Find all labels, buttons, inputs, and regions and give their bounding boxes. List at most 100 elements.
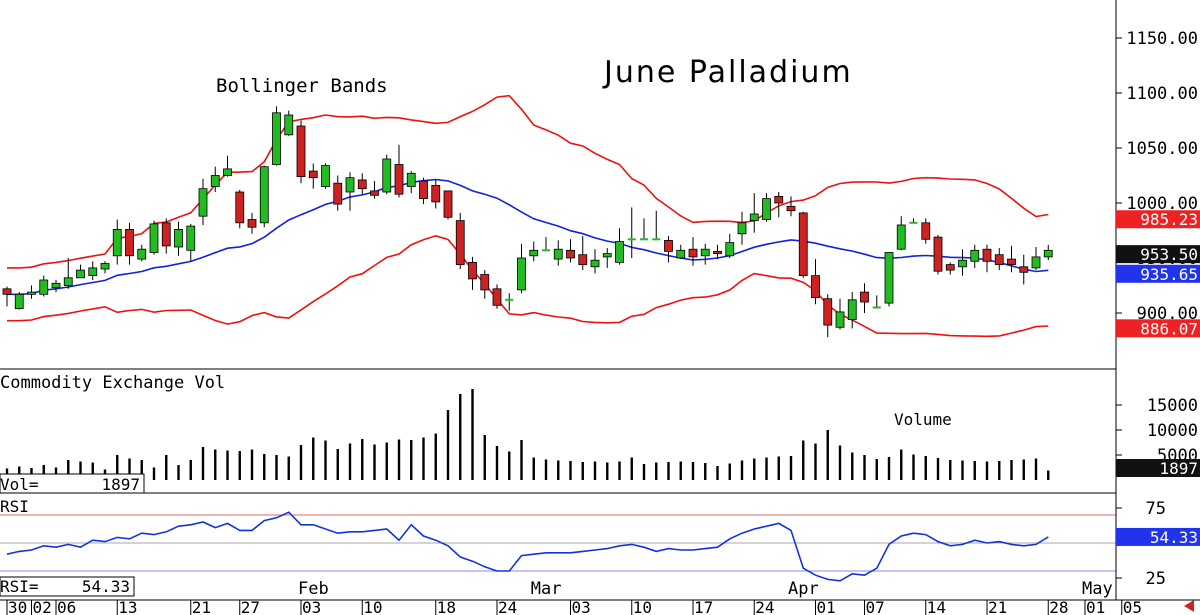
- candle-body: [419, 180, 428, 200]
- candle: [602, 248, 612, 268]
- date-tick-label: 17: [694, 598, 713, 615]
- candle-body: [345, 177, 355, 193]
- candle: [321, 163, 330, 189]
- candle: [186, 223, 196, 262]
- lower-band-tag-text: 886.07: [1140, 319, 1198, 338]
- candle: [798, 211, 808, 278]
- candle: [1019, 254, 1029, 285]
- candle-body: [896, 224, 906, 250]
- candle: [492, 284, 502, 309]
- month-label: Mar: [531, 579, 562, 599]
- candle: [333, 175, 343, 211]
- candle-body: [994, 254, 1004, 265]
- candle: [884, 252, 894, 307]
- candle-body: [100, 263, 110, 270]
- candle-body: [161, 222, 171, 247]
- candle: [835, 298, 845, 330]
- candle: [982, 244, 992, 273]
- candle-body: [798, 212, 808, 276]
- candle-body: [933, 236, 943, 272]
- candle-body: [847, 299, 857, 320]
- candle: [1043, 244, 1053, 261]
- price-tick-label: 1100.00: [1126, 84, 1198, 104]
- candle-body: [982, 248, 992, 262]
- candle: [921, 218, 931, 244]
- candle-body: [492, 288, 502, 306]
- candle: [27, 285, 36, 299]
- rsi-readout-label: RSI=: [0, 577, 39, 596]
- candle: [700, 243, 710, 265]
- chart-title: June Palladium: [602, 55, 853, 90]
- candle: [909, 218, 918, 224]
- candle: [223, 155, 232, 177]
- candle-body: [811, 275, 820, 299]
- month-label: Feb: [298, 579, 329, 599]
- volume-pane-label: Commodity Exchange Vol: [0, 373, 225, 393]
- candle-body: [296, 125, 306, 177]
- candle-body: [664, 239, 673, 252]
- candle-body: [125, 228, 134, 257]
- candle-body: [725, 242, 735, 257]
- candle: [640, 218, 648, 241]
- vol-readout-box: [0, 473, 145, 494]
- candle-body: [247, 219, 257, 228]
- candle: [247, 212, 257, 234]
- candle: [811, 259, 820, 305]
- candle-body: [945, 264, 955, 271]
- candle-body: [774, 195, 784, 204]
- candle: [480, 270, 490, 299]
- candle-body: [308, 170, 318, 179]
- rsi-pane: 25 75: [0, 499, 1166, 589]
- month-label: May: [1082, 579, 1113, 599]
- candle-body: [590, 259, 600, 268]
- candle-body: [566, 249, 575, 259]
- scroll-left-arrow-icon[interactable]: [1184, 600, 1194, 612]
- candle: [272, 106, 281, 166]
- candle: [652, 210, 661, 241]
- date-tick-label: 03: [572, 598, 591, 615]
- candle: [553, 240, 563, 266]
- candle-body: [553, 248, 563, 260]
- date-tick-label: 24: [498, 598, 517, 615]
- candle: [88, 261, 98, 280]
- candle: [455, 212, 465, 269]
- candle-body: [149, 223, 159, 253]
- last-price-tag-box: [1116, 245, 1200, 264]
- candle: [14, 292, 24, 310]
- rsi-line: [6, 511, 1049, 582]
- candle: [63, 258, 73, 289]
- candle-body: [174, 228, 183, 248]
- date-tick-label: 27: [241, 598, 260, 615]
- candle-body: [51, 282, 61, 289]
- lower-bollinger-band: [7, 234, 1049, 338]
- candle: [100, 261, 110, 274]
- candle: [529, 241, 539, 262]
- date-tick-label: 30: [8, 598, 27, 615]
- volume-annotation: Volume: [894, 410, 952, 429]
- middle-band-tag-box: [1116, 264, 1200, 283]
- middle-band-tag: 935.65: [1116, 264, 1200, 284]
- candle-body: [235, 191, 245, 224]
- candle: [210, 166, 220, 192]
- candle: [51, 280, 61, 293]
- candle-body: [333, 182, 343, 205]
- candle: [382, 154, 392, 195]
- date-tick-label: 10: [633, 598, 652, 615]
- candle: [198, 178, 208, 225]
- price-tick-label: 1150.00: [1126, 29, 1198, 49]
- candle-body: [700, 248, 710, 257]
- lower-band-tag-box: [1116, 319, 1200, 338]
- candle-body: [76, 269, 85, 279]
- candle: [1007, 245, 1016, 273]
- rsi-tick-label: 75: [1146, 499, 1166, 519]
- candle-body: [406, 172, 416, 187]
- candle: [76, 264, 85, 279]
- candle: [725, 233, 735, 258]
- candle: [566, 239, 575, 263]
- upper-band-tag-box: [1116, 210, 1200, 229]
- candle-body: [1019, 266, 1029, 273]
- candle-body: [431, 184, 441, 203]
- candle-body: [835, 311, 845, 328]
